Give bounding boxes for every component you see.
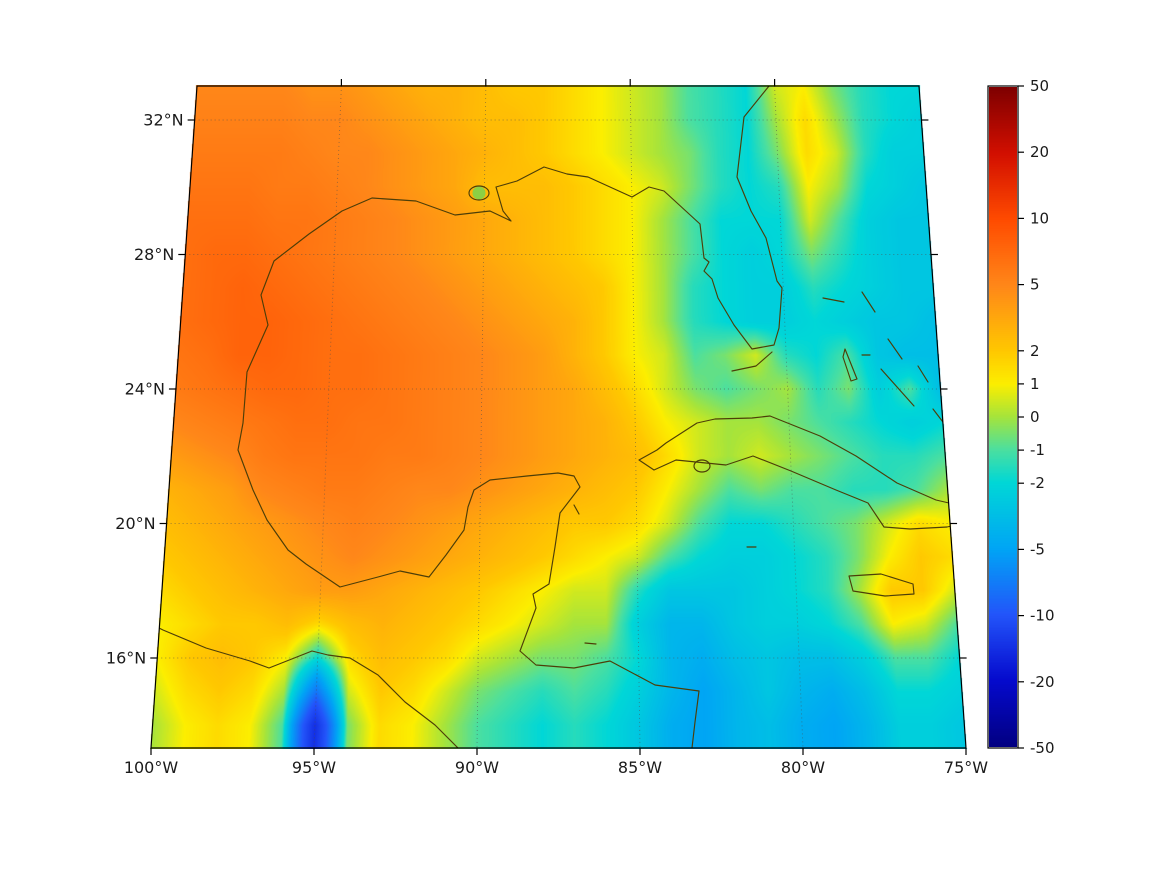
- y-tick-label: 24°N: [125, 380, 165, 399]
- coastline-long-island: [932, 408, 947, 427]
- axis-tick-labels: 32°N 28°N 24°N 20°N 16°N 100°W 95°W 90°W 85°W 80°…: [106, 111, 988, 778]
- coastline-cozumel: [573, 504, 580, 515]
- colorbar-tick-label: 5: [1030, 276, 1040, 294]
- colorbar-tick-label: -1: [1030, 441, 1045, 459]
- graticule-gridlines: [157, 86, 960, 748]
- gridline-meridian: [629, 86, 641, 748]
- colorbar-tick-label: 2: [1030, 342, 1040, 360]
- coastline-florida-keys: [731, 351, 773, 372]
- y-tick-label: 20°N: [115, 514, 155, 533]
- x-tick-label: 75°W: [944, 758, 988, 777]
- gridline-meridian: [476, 86, 487, 748]
- colorbar-tick-label: 1: [1030, 375, 1040, 393]
- x-tick-label: 90°W: [455, 758, 499, 777]
- x-tick-label: 80°W: [781, 758, 825, 777]
- colorbar-gradient: [989, 87, 1017, 747]
- coastline-jamaica: [848, 573, 915, 597]
- coastline-andros: [842, 348, 858, 382]
- colorbar-tick-label: -5: [1030, 540, 1045, 558]
- coastline-grand-bahama: [822, 297, 845, 303]
- y-tick-label: 28°N: [134, 245, 174, 264]
- y-tick-label: 16°N: [106, 649, 146, 668]
- coastline-pacific-mexico: [158, 627, 459, 748]
- coastline-north-central-america: [237, 86, 783, 748]
- colorbar-frame: [987, 85, 1019, 749]
- x-tick-label: 95°W: [292, 758, 336, 777]
- lake-pontchartrain-fill: [472, 186, 486, 200]
- lakes: [472, 186, 486, 200]
- coastline-isla-juventud: [693, 459, 711, 473]
- coastline-lake-pontchartrain: [468, 185, 490, 201]
- colorbar-tick-label: -50: [1030, 739, 1055, 757]
- coastline-abaco: [861, 291, 876, 313]
- gridline-meridian: [313, 86, 342, 748]
- map-frame: [150, 85, 967, 749]
- colorbar-tick-label: 10: [1030, 209, 1049, 227]
- coastline-roatan: [584, 642, 597, 645]
- colorbar-tick-label: -2: [1030, 474, 1045, 492]
- coastline-exumas: [880, 368, 915, 407]
- colorbar-tick-label: 50: [1030, 77, 1049, 95]
- coastline-eleuthera: [887, 338, 903, 360]
- axis-ticks: [150, 79, 967, 755]
- colorbar-tick-label: -20: [1030, 673, 1055, 691]
- x-tick-label: 100°W: [124, 758, 179, 777]
- gridline-meridian: [774, 86, 804, 748]
- colorbar-tick-label: 0: [1030, 408, 1040, 426]
- colorbar-tick-label: -10: [1030, 607, 1055, 625]
- y-tick-label: 32°N: [143, 111, 183, 130]
- coastline-bahamas: [822, 291, 947, 427]
- coastlines: [158, 86, 957, 748]
- x-tick-label: 85°W: [618, 758, 662, 777]
- coastline-cat-island: [917, 365, 929, 383]
- coastline-cuba: [638, 415, 957, 530]
- colorbar-tick-label: 20: [1030, 143, 1049, 161]
- heatmap-canvas: [150, 85, 968, 749]
